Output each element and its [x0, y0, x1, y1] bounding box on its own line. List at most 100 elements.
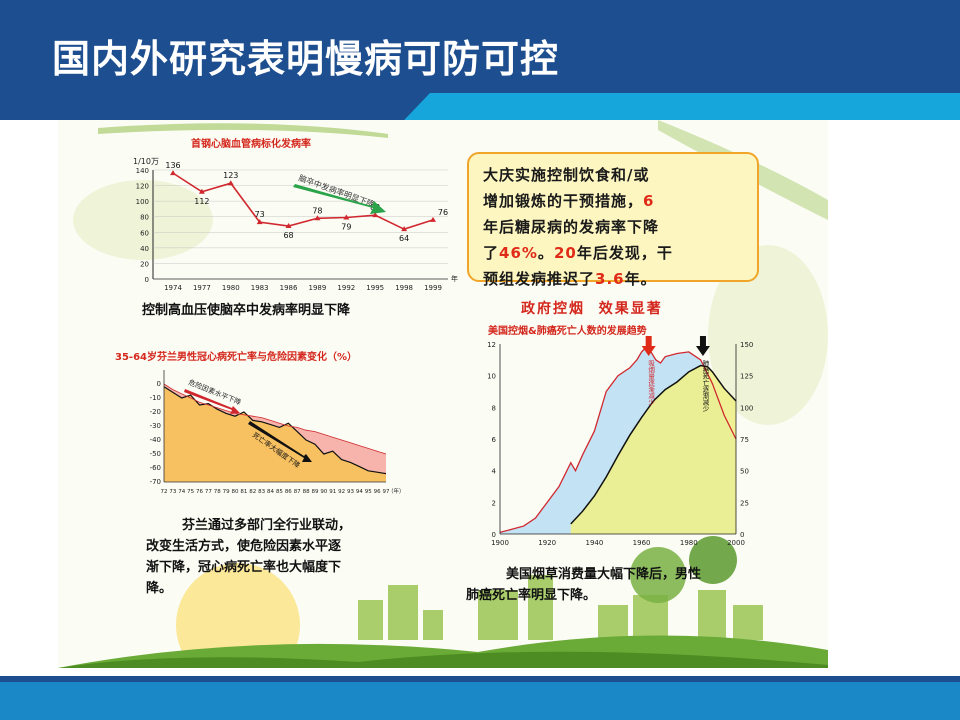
data-label: 123 — [223, 171, 238, 180]
y2-tick-label: 75 — [740, 436, 749, 444]
x-tick-label: 84 — [267, 489, 274, 495]
y2-tick-label: 50 — [740, 468, 749, 476]
data-point — [430, 216, 436, 222]
data-point — [372, 212, 379, 218]
x-tick-label: 1960 — [633, 539, 651, 547]
finland-chart-title: 35-64岁芬兰男性冠心病死亡率与危险因素变化（%） — [115, 352, 358, 363]
y2-tick-label: 25 — [740, 499, 749, 507]
data-label: 78 — [312, 206, 322, 215]
footer-bar — [0, 676, 960, 720]
y-tick-label: 12 — [487, 341, 496, 349]
x-tick-label: 1998 — [395, 284, 413, 292]
poster-background — [58, 120, 828, 668]
x-tick-label: 73 — [169, 489, 176, 495]
x-tick-label: 87 — [294, 489, 301, 495]
y-tick-label: -10 — [150, 394, 161, 402]
x-tick-label: 86 — [285, 489, 292, 495]
data-point — [227, 180, 234, 186]
y2-tick-label: 100 — [740, 404, 753, 412]
x-tick-label: 81 — [240, 489, 247, 495]
data-point — [285, 223, 292, 229]
x-tick-label: 91 — [329, 489, 336, 495]
callout-line: 预组发病推迟了3.6年。 — [483, 270, 657, 288]
x-tick-label: 74 — [178, 489, 185, 495]
x-tick-label: 90 — [320, 489, 327, 495]
smoking-annotation: 吸烟量逐渐减少 — [647, 360, 655, 406]
daqing-callout-box: 大庆实施控制饮食和/或 增加锻炼的干预措施，6 年后糖尿病的发病率下降 了46%… — [467, 152, 759, 288]
stroke-chart: 0 20 40 60 80 100 120 140 1974 1977 1980 1983 1986 19… — [136, 162, 458, 292]
x-tick-label: 75 — [187, 489, 194, 495]
x-axis-suffix: 年 — [451, 274, 458, 283]
data-point — [343, 214, 350, 220]
x-tick-label: 96 — [374, 489, 381, 495]
tree-shape — [630, 547, 686, 603]
y2-tick-label: 125 — [740, 373, 753, 381]
x-tick-label: 78 — [214, 489, 221, 495]
x-tick-label: 92 — [338, 489, 345, 495]
callout-line: 年后糖尿病的发病率下降 — [483, 218, 660, 236]
data-label: 68 — [283, 231, 293, 240]
y-tick-label: -40 — [150, 436, 161, 444]
tree-shape — [689, 536, 737, 584]
x-tick-label: 97 — [383, 489, 390, 495]
y-tick-label: 0 — [157, 380, 161, 388]
death-line — [163, 386, 387, 475]
y2-tick-label: 150 — [740, 341, 753, 349]
x-tick-label: 1977 — [193, 284, 211, 292]
x-tick-label: 80 — [232, 489, 239, 495]
slide-title: 国内外研究表明慢病可防可控 — [52, 37, 560, 81]
x-tick-label: 94 — [356, 489, 363, 495]
data-label: 76 — [438, 208, 448, 217]
x-tick-label: 82 — [249, 489, 256, 495]
series-line — [172, 172, 434, 231]
y-tick-label: 8 — [492, 404, 496, 412]
y-tick-label: 100 — [136, 198, 149, 206]
callout-line: 增加锻炼的干预措施，6 — [483, 192, 655, 210]
us-chart-headline: 政府控烟 效果显著 — [521, 301, 663, 317]
title-bar: 国内外研究表明慢病可防可控 — [0, 0, 960, 93]
x-tick-label: 85 — [276, 489, 283, 495]
x-tick-label: 1900 — [491, 539, 509, 547]
x-tick-label: 76 — [196, 489, 203, 495]
x-tick-label: 95 — [365, 489, 372, 495]
y-tick-label: -60 — [150, 464, 161, 472]
stroke-chart-unit: 1/10万 — [133, 157, 159, 166]
leaf-swirl-right — [708, 245, 828, 425]
data-label: 64 — [399, 234, 409, 243]
x-tick-label: 1983 — [251, 284, 269, 292]
x-tick-label: 1986 — [280, 284, 298, 292]
x-tick-label: 1999 — [424, 284, 442, 292]
y-tick-label: 60 — [140, 229, 149, 237]
us-chart-caption: 美国烟草消费量大幅下降后，男性 肺癌死亡率明显下降。 — [466, 567, 702, 603]
y-tick-label: 40 — [140, 245, 149, 253]
city-skyline-graphic — [358, 575, 763, 640]
data-label: 79 — [341, 222, 351, 231]
x-tick-label: 79 — [223, 489, 230, 495]
data-label: 112 — [194, 197, 209, 206]
data-point — [314, 215, 321, 221]
x-tick-label: 93 — [347, 489, 354, 495]
data-point — [170, 170, 176, 176]
trend-arrow — [293, 184, 386, 214]
y-tick-label: 80 — [140, 214, 149, 222]
death-area — [570, 365, 736, 534]
x-tick-label: 2000 — [727, 539, 745, 547]
x-tick-label: 1989 — [309, 284, 327, 292]
y-tick-label: -50 — [150, 450, 161, 458]
stroke-chart-title: 首钢心脑血管病标化发病率 — [191, 139, 311, 150]
x-tick-label: 1995 — [366, 284, 384, 292]
y-tick-label: -20 — [150, 408, 161, 416]
finland-chart-caption: 芬兰通过多部门全行业联动， 改变生活方式，使危险因素水平逐 渐下降，冠心病死亡率… — [146, 518, 352, 596]
us-chart: 0 2 4 6 8 10 12 0 25 50 75 100 125 150 1900 1920 1940 196… — [487, 336, 753, 547]
y-tick-label: 10 — [487, 373, 496, 381]
y2-tick-label: 0 — [740, 531, 744, 539]
y-tick-label: 0 — [492, 531, 496, 539]
y-tick-label: 4 — [492, 468, 497, 476]
death-peak-arrow — [695, 336, 710, 356]
y-tick-label: 2 — [492, 499, 496, 507]
y-tick-label: 0 — [145, 276, 149, 284]
x-tick-label: 72 — [161, 489, 168, 495]
y-tick-label: -70 — [150, 478, 161, 486]
smoking-line — [499, 346, 737, 534]
